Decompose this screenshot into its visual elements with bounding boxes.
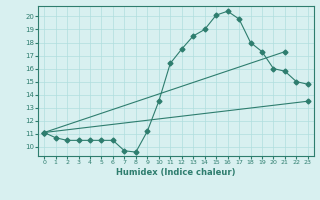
X-axis label: Humidex (Indice chaleur): Humidex (Indice chaleur) <box>116 168 236 177</box>
